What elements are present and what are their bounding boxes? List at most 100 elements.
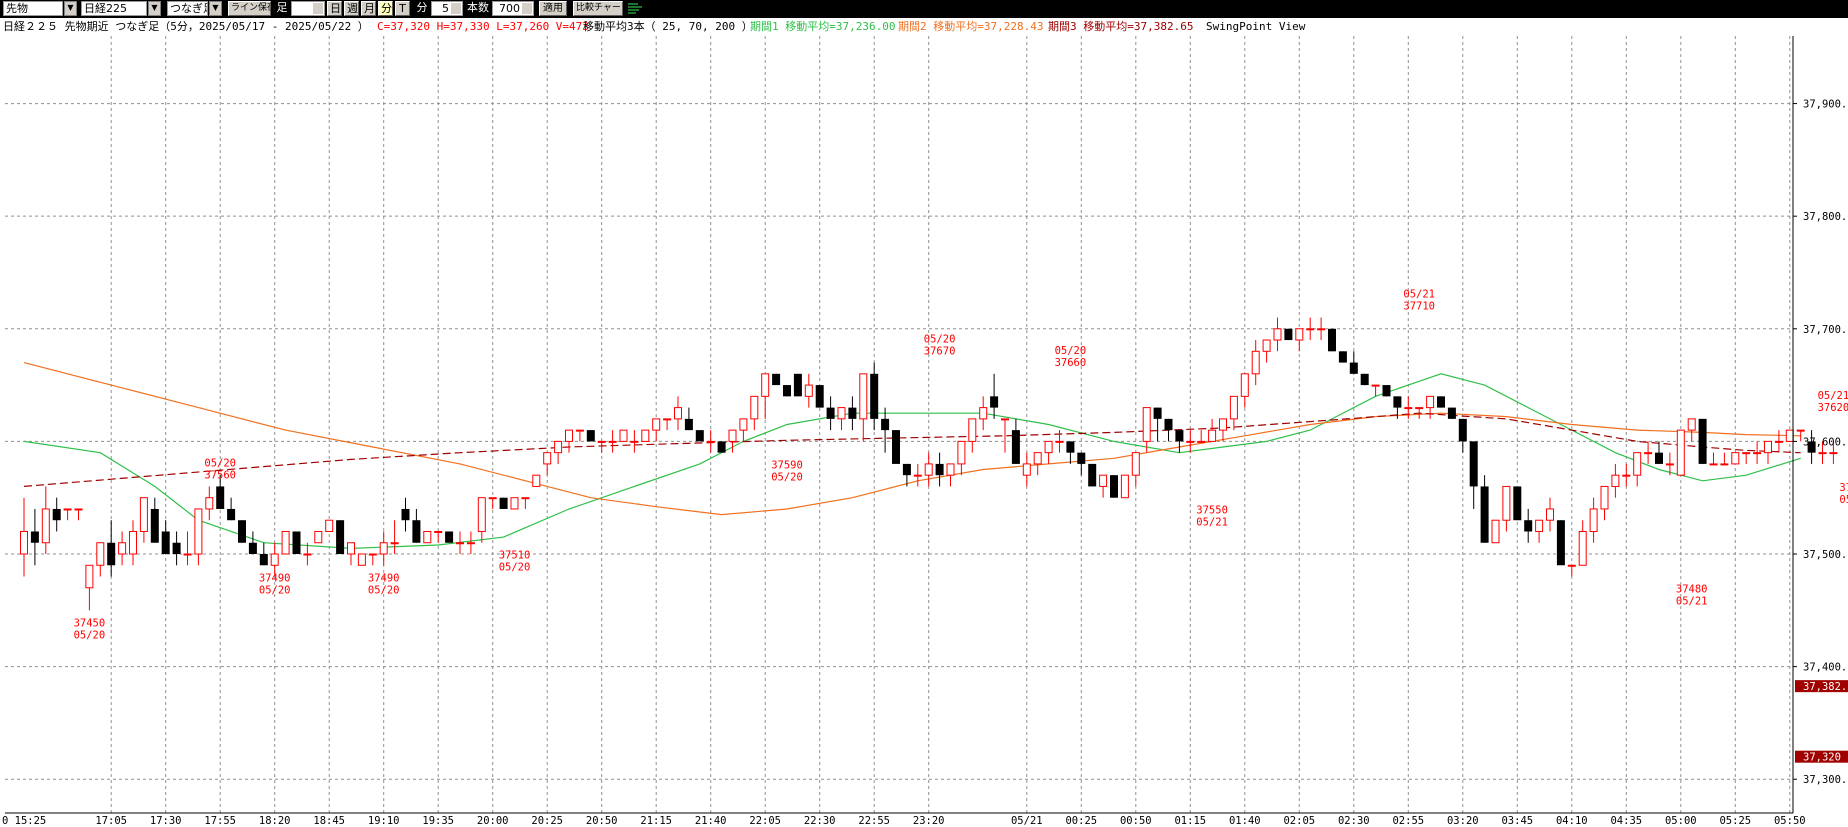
- candle: [477, 497, 486, 543]
- candle-body-down: [238, 520, 246, 543]
- candle-body-up: [575, 429, 584, 432]
- candle-body-up: [1099, 474, 1108, 487]
- tick-button[interactable]: T: [395, 1, 410, 16]
- candle: [1818, 441, 1827, 464]
- candle-body-down: [1284, 328, 1293, 341]
- candle-body-down: [1175, 430, 1184, 442]
- candle: [575, 429, 584, 442]
- bar-type-input[interactable]: [291, 1, 325, 16]
- chart-kind-dropdown-icon[interactable]: ▼: [209, 1, 222, 16]
- candle: [194, 508, 203, 566]
- candle-body-up: [1033, 452, 1042, 465]
- candle-body-up: [1742, 452, 1751, 455]
- candle: [1611, 463, 1620, 498]
- candle: [521, 497, 530, 509]
- candle: [74, 508, 83, 521]
- save-line-button[interactable]: ライン保存: [228, 1, 271, 16]
- candle-body-up: [1709, 463, 1718, 466]
- candle: [1099, 474, 1108, 498]
- x-axis-label: 23:20: [913, 815, 945, 827]
- x-axis-label: 22:30: [804, 815, 836, 827]
- candle-body-up: [270, 553, 279, 566]
- candle: [1175, 430, 1184, 453]
- candle-body-down: [401, 508, 410, 521]
- candle-body-up: [674, 407, 682, 420]
- month-button[interactable]: 月: [361, 1, 376, 16]
- price-tag: [1795, 680, 1848, 693]
- price-chart[interactable]: 3745005/2005/20375603749005/203749005/20…: [0, 18, 1848, 827]
- candle-body-up: [1502, 485, 1511, 521]
- candle: [1219, 418, 1227, 442]
- y-axis-label: 37,300.: [1803, 774, 1847, 786]
- indicator-list-icon[interactable]: [627, 1, 643, 16]
- day-button[interactable]: 日: [327, 1, 342, 16]
- candle: [892, 430, 900, 464]
- candle-body-up: [1633, 452, 1642, 476]
- price-tag-label: 37,382.: [1803, 681, 1847, 693]
- x-axis-label: 17:30: [150, 815, 182, 827]
- candle: [314, 530, 323, 544]
- candle-body-up: [1818, 452, 1827, 455]
- candle: [772, 373, 781, 386]
- market-dropdown-icon[interactable]: ▼: [64, 1, 77, 16]
- candle-body-up: [761, 373, 770, 397]
- bars-input[interactable]: 700: [492, 1, 534, 16]
- candle: [1665, 452, 1674, 476]
- candle: [270, 542, 279, 577]
- candle-body-up: [1022, 463, 1031, 476]
- symbol-select[interactable]: 日経225: [81, 1, 147, 16]
- candle-body-up: [1262, 339, 1271, 352]
- candle: [1197, 430, 1206, 443]
- candle-body-up: [1404, 407, 1413, 410]
- symbol-dropdown-icon[interactable]: ▼: [148, 1, 161, 16]
- candle: [946, 463, 955, 487]
- candle-body-down: [892, 430, 900, 464]
- x-axis-label: 05:00: [1665, 815, 1697, 827]
- compare-chart-button[interactable]: 比較チャート: [573, 1, 623, 16]
- minute-button[interactable]: 分: [378, 1, 393, 16]
- x-axis-label: 00:50: [1120, 815, 1152, 827]
- candle-body-up: [1371, 384, 1380, 387]
- candle-body-down: [1447, 407, 1456, 419]
- candle-body-up: [325, 519, 334, 532]
- candle: [739, 418, 748, 442]
- candle: [783, 385, 791, 397]
- candle: [336, 520, 345, 554]
- candle: [848, 396, 857, 431]
- candle-body-down: [1458, 418, 1467, 442]
- x-axis-label: 20:50: [586, 815, 618, 827]
- candle: [1110, 475, 1118, 498]
- apply-button[interactable]: 適用: [539, 1, 567, 16]
- candle: [968, 418, 977, 453]
- candle: [1764, 440, 1772, 464]
- candle: [1556, 520, 1565, 566]
- candle-body-up: [663, 418, 672, 421]
- x-axis-label: 01:40: [1229, 815, 1261, 827]
- chart-kind-select[interactable]: つなぎ足: [167, 1, 208, 16]
- candle: [1284, 328, 1293, 341]
- candle-body-down: [1153, 407, 1162, 419]
- candle: [216, 475, 225, 509]
- candle: [1829, 441, 1838, 464]
- candle: [205, 486, 214, 521]
- market-select[interactable]: 先物: [3, 1, 63, 16]
- candle-body-up: [1796, 429, 1805, 432]
- candle: [1709, 452, 1718, 466]
- swing-high-price: 37670: [924, 346, 956, 358]
- week-button[interactable]: 週: [344, 1, 359, 16]
- candle-body-up: [423, 530, 432, 544]
- x-axis-label: 02:55: [1392, 815, 1424, 827]
- candle-body-up: [1120, 474, 1129, 499]
- candle: [532, 474, 541, 487]
- candle: [434, 530, 443, 543]
- candle: [1676, 429, 1685, 476]
- candle: [1382, 385, 1391, 397]
- x-axis-label: 01:15: [1174, 815, 1206, 827]
- candle-body-up: [1589, 508, 1598, 532]
- candle-body-up: [1186, 440, 1195, 443]
- candle: [1437, 396, 1445, 408]
- minutes-input[interactable]: 5: [431, 1, 463, 16]
- candle: [826, 396, 835, 431]
- candle: [979, 396, 988, 431]
- candle: [1317, 317, 1326, 341]
